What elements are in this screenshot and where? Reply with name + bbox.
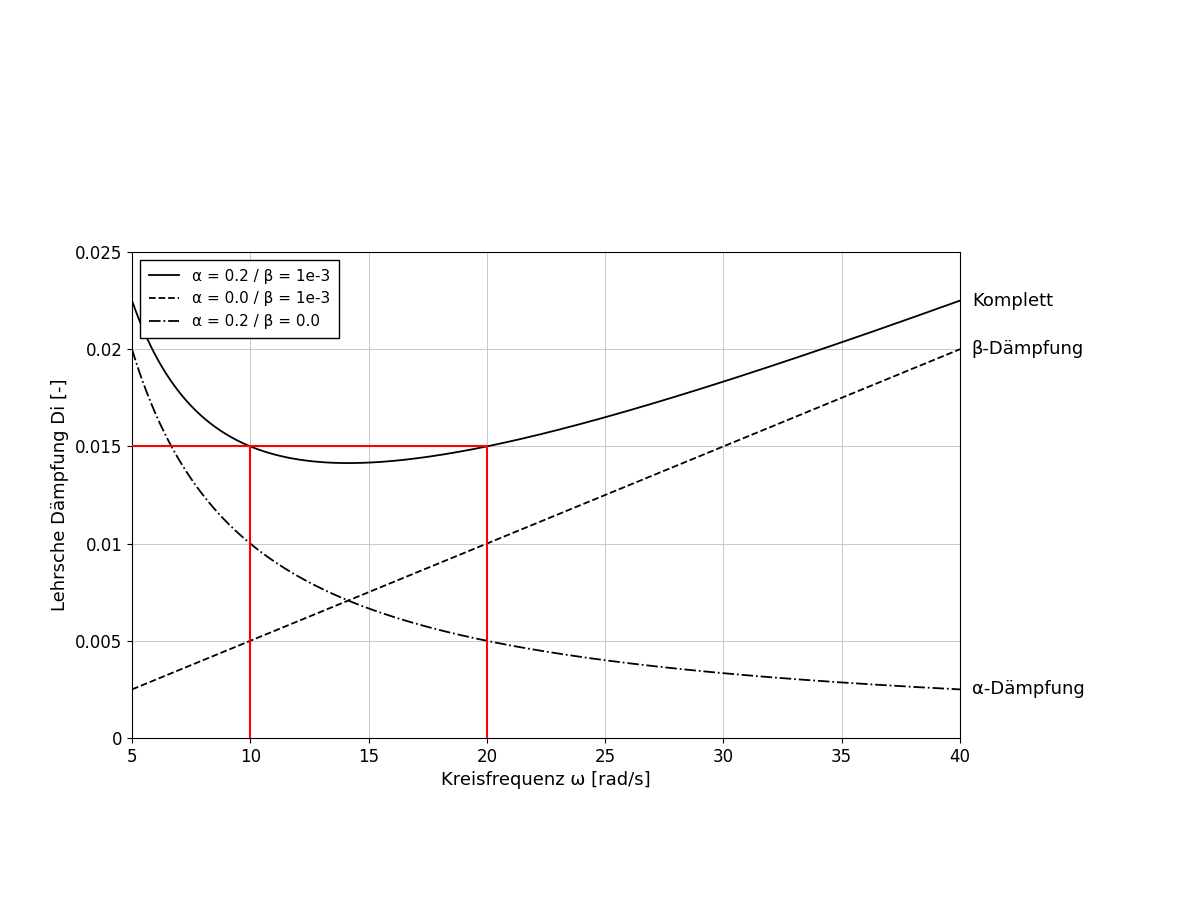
α = 0.0 / β = 1e-3	[167, 667, 181, 678]
α = 0.2 / β = 1e-3	[929, 303, 943, 314]
Line: α = 0.0 / β = 1e-3: α = 0.0 / β = 1e-3	[132, 349, 960, 689]
α = 0.2 / β = 0.0	[929, 683, 943, 694]
α = 0.2 / β = 0.0	[505, 641, 520, 652]
α = 0.2 / β = 0.0	[776, 673, 791, 684]
α = 0.0 / β = 1e-3	[929, 354, 943, 364]
α = 0.2 / β = 0.0	[953, 684, 967, 695]
α = 0.2 / β = 1e-3	[778, 356, 792, 367]
α = 0.0 / β = 1e-3	[505, 527, 520, 538]
α = 0.2 / β = 1e-3	[953, 295, 967, 306]
α = 0.2 / β = 0.0	[929, 683, 943, 694]
Y-axis label: Lehrsche Dämpfung Di [-]: Lehrsche Dämpfung Di [-]	[52, 379, 70, 611]
α = 0.2 / β = 0.0	[167, 446, 181, 457]
α = 0.2 / β = 1e-3	[528, 430, 542, 441]
X-axis label: Kreisfrequenz ω [rad/s]: Kreisfrequenz ω [rad/s]	[442, 771, 650, 789]
α = 0.0 / β = 1e-3	[953, 344, 967, 355]
α = 0.2 / β = 1e-3	[929, 304, 943, 315]
Legend: α = 0.2 / β = 1e-3, α = 0.0 / β = 1e-3, α = 0.2 / β = 0.0: α = 0.2 / β = 1e-3, α = 0.0 / β = 1e-3, …	[139, 259, 340, 338]
α = 0.0 / β = 1e-3	[125, 684, 139, 695]
Line: α = 0.2 / β = 0.0: α = 0.2 / β = 0.0	[132, 349, 960, 689]
α = 0.0 / β = 1e-3	[528, 518, 542, 529]
Text: β-Dämpfung: β-Dämpfung	[972, 340, 1084, 358]
Line: α = 0.2 / β = 1e-3: α = 0.2 / β = 1e-3	[132, 301, 960, 464]
α = 0.2 / β = 0.0	[528, 644, 542, 655]
α = 0.0 / β = 1e-3	[929, 354, 943, 364]
α = 0.2 / β = 0.0	[125, 344, 139, 355]
α = 0.2 / β = 1e-3	[125, 295, 139, 306]
α = 0.2 / β = 1e-3	[167, 380, 181, 391]
α = 0.2 / β = 1e-3	[341, 458, 355, 469]
α = 0.0 / β = 1e-3	[776, 416, 791, 427]
Text: α-Dämpfung: α-Dämpfung	[972, 680, 1085, 698]
Text: Komplett: Komplett	[972, 292, 1052, 310]
α = 0.2 / β = 1e-3	[506, 436, 521, 446]
